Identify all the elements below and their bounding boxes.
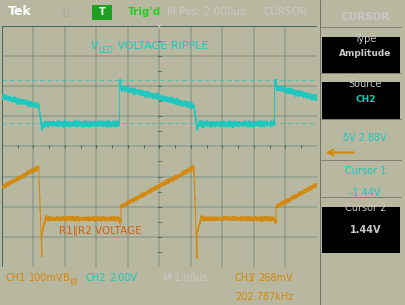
FancyBboxPatch shape — [322, 82, 400, 119]
Text: T: T — [98, 7, 105, 17]
FancyBboxPatch shape — [92, 5, 112, 20]
Text: ⌇⎍: ⌇⎍ — [60, 7, 70, 16]
Text: CH1: CH1 — [5, 273, 26, 283]
Text: -1.44V: -1.44V — [350, 188, 381, 198]
Text: CH2: CH2 — [355, 95, 375, 104]
Text: VOLTAGE RIPPLE: VOLTAGE RIPPLE — [114, 41, 208, 51]
Text: Trig'd: Trig'd — [128, 7, 161, 17]
Text: CH2: CH2 — [85, 273, 106, 283]
Text: Cursor 1: Cursor 1 — [345, 166, 386, 176]
Text: R1∥R2 VOLTAGE: R1∥R2 VOLTAGE — [59, 226, 141, 236]
Text: CURSOR: CURSOR — [263, 7, 307, 17]
Text: W: W — [70, 278, 77, 287]
FancyBboxPatch shape — [322, 207, 400, 253]
Text: Amplitude: Amplitude — [339, 49, 392, 59]
Text: Type: Type — [354, 34, 377, 44]
Text: CH1: CH1 — [235, 273, 255, 283]
Text: Source: Source — [349, 79, 382, 89]
Text: CURSOR: CURSOR — [341, 12, 390, 22]
Text: 1.44V: 1.44V — [350, 225, 381, 235]
Text: Cursor 2: Cursor 2 — [345, 203, 386, 213]
Text: 2.00V: 2.00V — [109, 273, 137, 283]
Text: δV 2.88V: δV 2.88V — [343, 133, 387, 143]
Text: Tek: Tek — [9, 5, 32, 18]
Text: 268mV: 268mV — [258, 273, 293, 283]
Text: LED: LED — [98, 45, 113, 55]
Text: B: B — [64, 273, 70, 283]
Text: ∕: ∕ — [251, 273, 254, 283]
Text: 202.787kHz: 202.787kHz — [235, 292, 293, 302]
Text: V: V — [90, 41, 98, 51]
Text: 100mV: 100mV — [29, 273, 63, 283]
Text: M 1.00μs: M 1.00μs — [162, 273, 207, 283]
FancyBboxPatch shape — [322, 37, 400, 73]
Text: M Pos: 2.000μs: M Pos: 2.000μs — [167, 7, 246, 17]
